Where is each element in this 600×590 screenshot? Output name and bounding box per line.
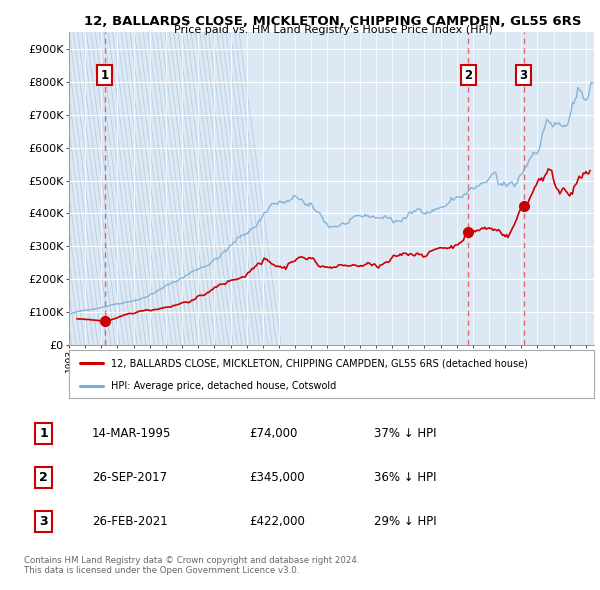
Text: £345,000: £345,000: [250, 471, 305, 484]
Text: 3: 3: [520, 69, 528, 82]
Text: 26-FEB-2021: 26-FEB-2021: [92, 514, 167, 528]
Text: 29% ↓ HPI: 29% ↓ HPI: [374, 514, 436, 528]
Text: £422,000: £422,000: [250, 514, 305, 528]
Text: Contains HM Land Registry data © Crown copyright and database right 2024.: Contains HM Land Registry data © Crown c…: [24, 556, 359, 565]
Text: 1: 1: [40, 427, 48, 440]
Text: 37% ↓ HPI: 37% ↓ HPI: [374, 427, 436, 440]
Text: HPI: Average price, detached house, Cotswold: HPI: Average price, detached house, Cots…: [111, 381, 336, 391]
Text: 3: 3: [40, 514, 48, 528]
Text: 26-SEP-2017: 26-SEP-2017: [92, 471, 167, 484]
Text: This data is licensed under the Open Government Licence v3.0.: This data is licensed under the Open Gov…: [24, 566, 299, 575]
Text: 12, BALLARDS CLOSE, MICKLETON, CHIPPING CAMPDEN, GL55 6RS: 12, BALLARDS CLOSE, MICKLETON, CHIPPING …: [84, 15, 582, 28]
Text: 14-MAR-1995: 14-MAR-1995: [92, 427, 171, 440]
Text: Price paid vs. HM Land Registry's House Price Index (HPI): Price paid vs. HM Land Registry's House …: [173, 25, 493, 35]
Text: 2: 2: [40, 471, 48, 484]
Text: 2: 2: [464, 69, 473, 82]
Text: £74,000: £74,000: [250, 427, 298, 440]
Text: 36% ↓ HPI: 36% ↓ HPI: [374, 471, 436, 484]
Text: 1: 1: [101, 69, 109, 82]
Text: 12, BALLARDS CLOSE, MICKLETON, CHIPPING CAMPDEN, GL55 6RS (detached house): 12, BALLARDS CLOSE, MICKLETON, CHIPPING …: [111, 358, 528, 368]
